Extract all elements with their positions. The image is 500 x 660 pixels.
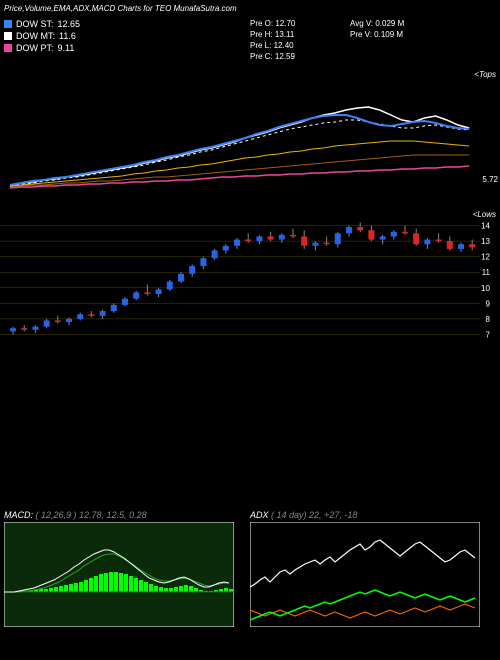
pre-h-value: 13.11 — [275, 30, 294, 39]
legend-swatch-mt — [4, 32, 12, 40]
legend-row-mt: DOW MT: 11.6 — [4, 30, 80, 42]
legend-value-pt: 9.11 — [58, 42, 75, 54]
legend-label-pt: DOW PT: — [16, 42, 54, 54]
legend-swatch-st — [4, 20, 12, 28]
adx-title-main: ADX — [250, 510, 269, 520]
pre-o-value: 12.70 — [275, 19, 295, 28]
pre-h-label: Pre H: — [250, 30, 273, 39]
pre-l-value: 12.40 — [274, 41, 294, 50]
legend-value-st: 12.65 — [58, 18, 81, 30]
macd-panel: MACD: ( 12,26,9 ) 12.78, 12.5, 0.28 — [4, 510, 234, 630]
avg-stats: Avg V: 0.029 M Pre V: 0.109 M — [350, 18, 404, 40]
macd-title: MACD: ( 12,26,9 ) 12.78, 12.5, 0.28 — [4, 510, 234, 520]
ema-panel: <Tops 5.72 — [0, 70, 500, 200]
legend-swatch-pt — [4, 44, 12, 52]
adx-title-params: ( 14 day) 22, +27, -18 — [271, 510, 357, 520]
legend-row-pt: DOW PT: 9.11 — [4, 42, 80, 54]
avg-v-label: Avg V: — [350, 19, 373, 28]
pre-v-label: Pre V: — [350, 30, 372, 39]
ema-tops-label: <Tops — [474, 70, 496, 79]
svg-text:9: 9 — [486, 299, 491, 308]
legend-label-st: DOW ST: — [16, 18, 54, 30]
adx-panel: ADX ( 14 day) 22, +27, -18 — [250, 510, 480, 630]
avg-v-value: 0.029 M — [375, 19, 404, 28]
candle-chart: 7 8 9 10 11 12 13 14 — [0, 210, 500, 350]
svg-text:8: 8 — [486, 315, 491, 324]
svg-text:11: 11 — [482, 268, 491, 277]
chart-title: Price,Volume,EMA,ADX,MACD Charts for TEO… — [4, 4, 237, 13]
pre-o-label: Pre O: — [250, 19, 273, 28]
adx-chart — [250, 522, 480, 627]
svg-text:10: 10 — [481, 284, 490, 293]
macd-chart — [4, 522, 234, 627]
adx-title: ADX ( 14 day) 22, +27, -18 — [250, 510, 480, 520]
legend-row-st: DOW ST: 12.65 — [4, 18, 80, 30]
svg-text:7: 7 — [486, 330, 491, 339]
ema-chart — [0, 70, 500, 200]
pre-l-label: Pre L: — [250, 41, 271, 50]
legend: DOW ST: 12.65 DOW MT: 11.6 DOW PT: 9.11 — [4, 18, 80, 54]
ema-price-label: 5.72 — [482, 175, 498, 184]
svg-text:13: 13 — [481, 237, 490, 246]
pre-stats: Pre O: 12.70 Pre H: 13.11 Pre L: 12.40 P… — [250, 18, 295, 62]
candle-panel: <Lows 7 8 9 10 11 12 13 14 — [0, 210, 500, 350]
macd-title-params: ( 12,26,9 ) 12.78, 12.5, 0.28 — [36, 510, 147, 520]
pre-v-value: 0.109 M — [374, 30, 403, 39]
pre-c-value: 12.59 — [275, 52, 295, 61]
macd-title-main: MACD: — [4, 510, 33, 520]
legend-value-mt: 11.6 — [59, 30, 76, 42]
svg-text:14: 14 — [481, 222, 490, 231]
pre-c-label: Pre C: — [250, 52, 273, 61]
svg-text:12: 12 — [481, 253, 490, 262]
legend-label-mt: DOW MT: — [16, 30, 55, 42]
candle-lows-label: <Lows — [473, 210, 496, 219]
